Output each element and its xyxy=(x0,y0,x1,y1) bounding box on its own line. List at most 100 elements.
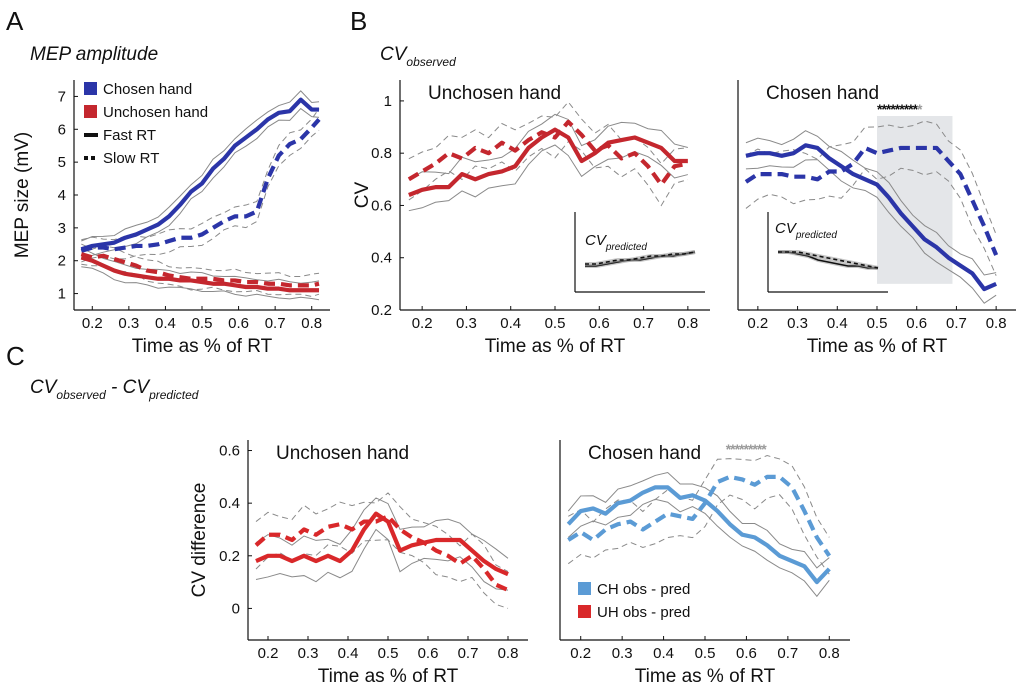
legend-label: UH obs - pred xyxy=(597,604,690,621)
series-envelope xyxy=(81,129,320,263)
series-envelope xyxy=(745,167,997,276)
x-tick-label: 0.5 xyxy=(867,315,888,332)
series-line xyxy=(80,97,320,252)
x-tick-label: 0.4 xyxy=(155,315,176,332)
x-tick-label: 0.3 xyxy=(787,315,808,332)
y-axis-label: CV xyxy=(352,181,373,208)
x-tick-label: 0.2 xyxy=(570,645,591,662)
x-tick-label: 0.4 xyxy=(500,315,521,332)
series-envelope xyxy=(81,266,320,301)
chart-title: Chosen hand xyxy=(766,83,879,104)
x-tick-label: 0.6 xyxy=(418,645,439,662)
legend-swatch xyxy=(84,105,97,118)
x-axis-label: Time as % of RT xyxy=(132,336,273,357)
panel-letter-b: B xyxy=(350,6,367,36)
x-tick-label: 0.8 xyxy=(986,315,1007,332)
inset-title-base: CV xyxy=(585,232,608,249)
y-axis-label: MEP size (mV) xyxy=(12,132,33,258)
y-tick-label: 0.2 xyxy=(219,548,240,565)
x-tick-label: 0.4 xyxy=(338,645,359,662)
legend-swatch xyxy=(578,582,591,595)
y-tick-label: 3 xyxy=(58,220,66,237)
significance-stars: ********** xyxy=(877,101,923,117)
y-tick-label: 4 xyxy=(58,187,66,204)
x-tick-label: 0.5 xyxy=(378,645,399,662)
chart-title: Chosen hand xyxy=(588,443,701,464)
heading-c: CVobserved - CVpredicted xyxy=(30,377,199,402)
x-tick-label: 0.7 xyxy=(777,645,798,662)
heading-c-base1: CV xyxy=(30,377,59,398)
inset-title: CVpredicted xyxy=(775,220,837,241)
series-envelope xyxy=(408,113,688,180)
legend-swatch xyxy=(84,82,97,95)
y-tick-label: 2 xyxy=(58,253,66,270)
y-tick-label: 1 xyxy=(58,286,66,303)
y-tick-label: 5 xyxy=(58,154,66,171)
series-envelope xyxy=(568,455,830,538)
inset-cv-predicted: CVpredicted xyxy=(767,212,888,293)
chart-cv-unchosen: 0.2 0.3 0.4 0.5 0.6 0.7 0.8 0.2 0.4 0.6 0.8 1 Time a… xyxy=(352,80,710,357)
chart-title: Unchosen hand xyxy=(428,83,561,104)
x-axis-label: Time as % of RT xyxy=(807,336,948,357)
x-tick-label: 0.4 xyxy=(827,315,848,332)
x-tick-label: 0.2 xyxy=(258,645,279,662)
x-tick-label: 0.3 xyxy=(298,645,319,662)
y-tick-label: 6 xyxy=(58,121,66,138)
y-tick-label: 0.6 xyxy=(219,443,240,460)
x-tick-label: 0.5 xyxy=(545,315,566,332)
series-envelope xyxy=(567,494,830,575)
stars-main: ********* xyxy=(877,101,919,117)
significance-stars: ********* xyxy=(726,441,768,457)
series-line xyxy=(566,485,831,585)
series-line xyxy=(254,514,509,592)
series-envelope xyxy=(255,497,509,559)
y-tick-label: 0.4 xyxy=(219,495,240,512)
series-line xyxy=(408,127,688,197)
inset-title-sub: predicted xyxy=(795,230,838,241)
inset-line xyxy=(585,251,696,265)
chart-cvdiff-chosen: 0.2 0.3 0.4 0.5 0.6 0.7 0.8 Time as % of RT Chos… xyxy=(559,440,850,687)
chart-mep-amplitude: 0.2 0.3 0.4 0.5 0.6 0.7 0.8 1 2 3 4 5 6 7 Time as % of… xyxy=(12,80,330,357)
series-envelope xyxy=(408,144,688,212)
x-tick-label: 0.7 xyxy=(946,315,967,332)
heading-c-base2: CV xyxy=(123,377,152,398)
x-tick-label: 0.2 xyxy=(82,315,103,332)
x-tick-label: 0.8 xyxy=(498,645,519,662)
y-tick-label: 1 xyxy=(384,93,392,110)
panel-letter-a: A xyxy=(6,6,24,36)
series-envelope xyxy=(745,130,997,276)
series-envelope xyxy=(567,471,830,569)
series-line xyxy=(407,119,689,187)
y-tick-label: 0 xyxy=(232,600,240,617)
x-tick-label: 0.6 xyxy=(228,315,249,332)
series-envelope xyxy=(81,90,320,242)
x-tick-label: 0.8 xyxy=(677,315,698,332)
y-tick-label: 0.4 xyxy=(371,250,392,267)
series-envelope xyxy=(408,101,688,165)
legend-swatch xyxy=(578,605,591,618)
legend-label: Fast RT xyxy=(103,127,156,144)
x-tick-label: 0.5 xyxy=(695,645,716,662)
y-tick-label: 0.6 xyxy=(371,197,392,214)
series-envelope xyxy=(745,159,997,304)
legend: CH obs - pred UH obs - pred xyxy=(578,581,690,621)
inset-title-sub: predicted xyxy=(605,242,648,253)
heading-c-sub2: predicted xyxy=(148,388,199,402)
y-tick-label: 0.2 xyxy=(371,302,392,319)
y-axis-label: CV difference xyxy=(189,483,210,598)
heading-b: CVobserved xyxy=(380,44,456,69)
chart-cv-chosen: 0.2 0.3 0.4 0.5 0.6 0.7 0.8 Time as % of RT Chos… xyxy=(737,80,1016,357)
x-tick-label: 0.3 xyxy=(456,315,477,332)
x-axis-label: Time as % of RT xyxy=(635,666,776,687)
y-tick-label: 0.8 xyxy=(371,145,392,162)
x-tick-label: 0.3 xyxy=(612,645,633,662)
legend-label: CH obs - pred xyxy=(597,581,690,598)
inset-title: CVpredicted xyxy=(585,232,647,253)
x-tick-label: 0.6 xyxy=(906,315,927,332)
inset-line xyxy=(778,251,879,269)
x-tick-label: 0.3 xyxy=(118,315,139,332)
inset-title-base: CV xyxy=(775,220,798,237)
series-envelope xyxy=(408,140,688,207)
x-axis-label: Time as % of RT xyxy=(485,336,626,357)
